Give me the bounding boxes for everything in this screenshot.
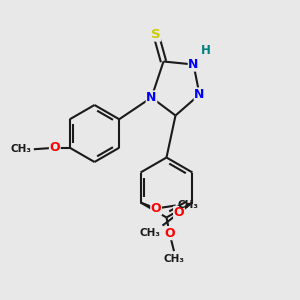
- Text: CH₃: CH₃: [177, 200, 198, 211]
- Text: O: O: [174, 206, 184, 220]
- Text: O: O: [164, 226, 175, 240]
- Text: CH₃: CH₃: [11, 144, 32, 154]
- Text: O: O: [151, 202, 161, 215]
- Text: N: N: [188, 58, 199, 71]
- Text: S: S: [151, 28, 161, 41]
- Text: H: H: [201, 44, 210, 58]
- Text: CH₃: CH₃: [164, 254, 184, 263]
- Text: N: N: [194, 88, 205, 101]
- Text: CH₃: CH₃: [140, 228, 161, 238]
- Text: O: O: [50, 141, 60, 154]
- Text: N: N: [146, 91, 157, 104]
